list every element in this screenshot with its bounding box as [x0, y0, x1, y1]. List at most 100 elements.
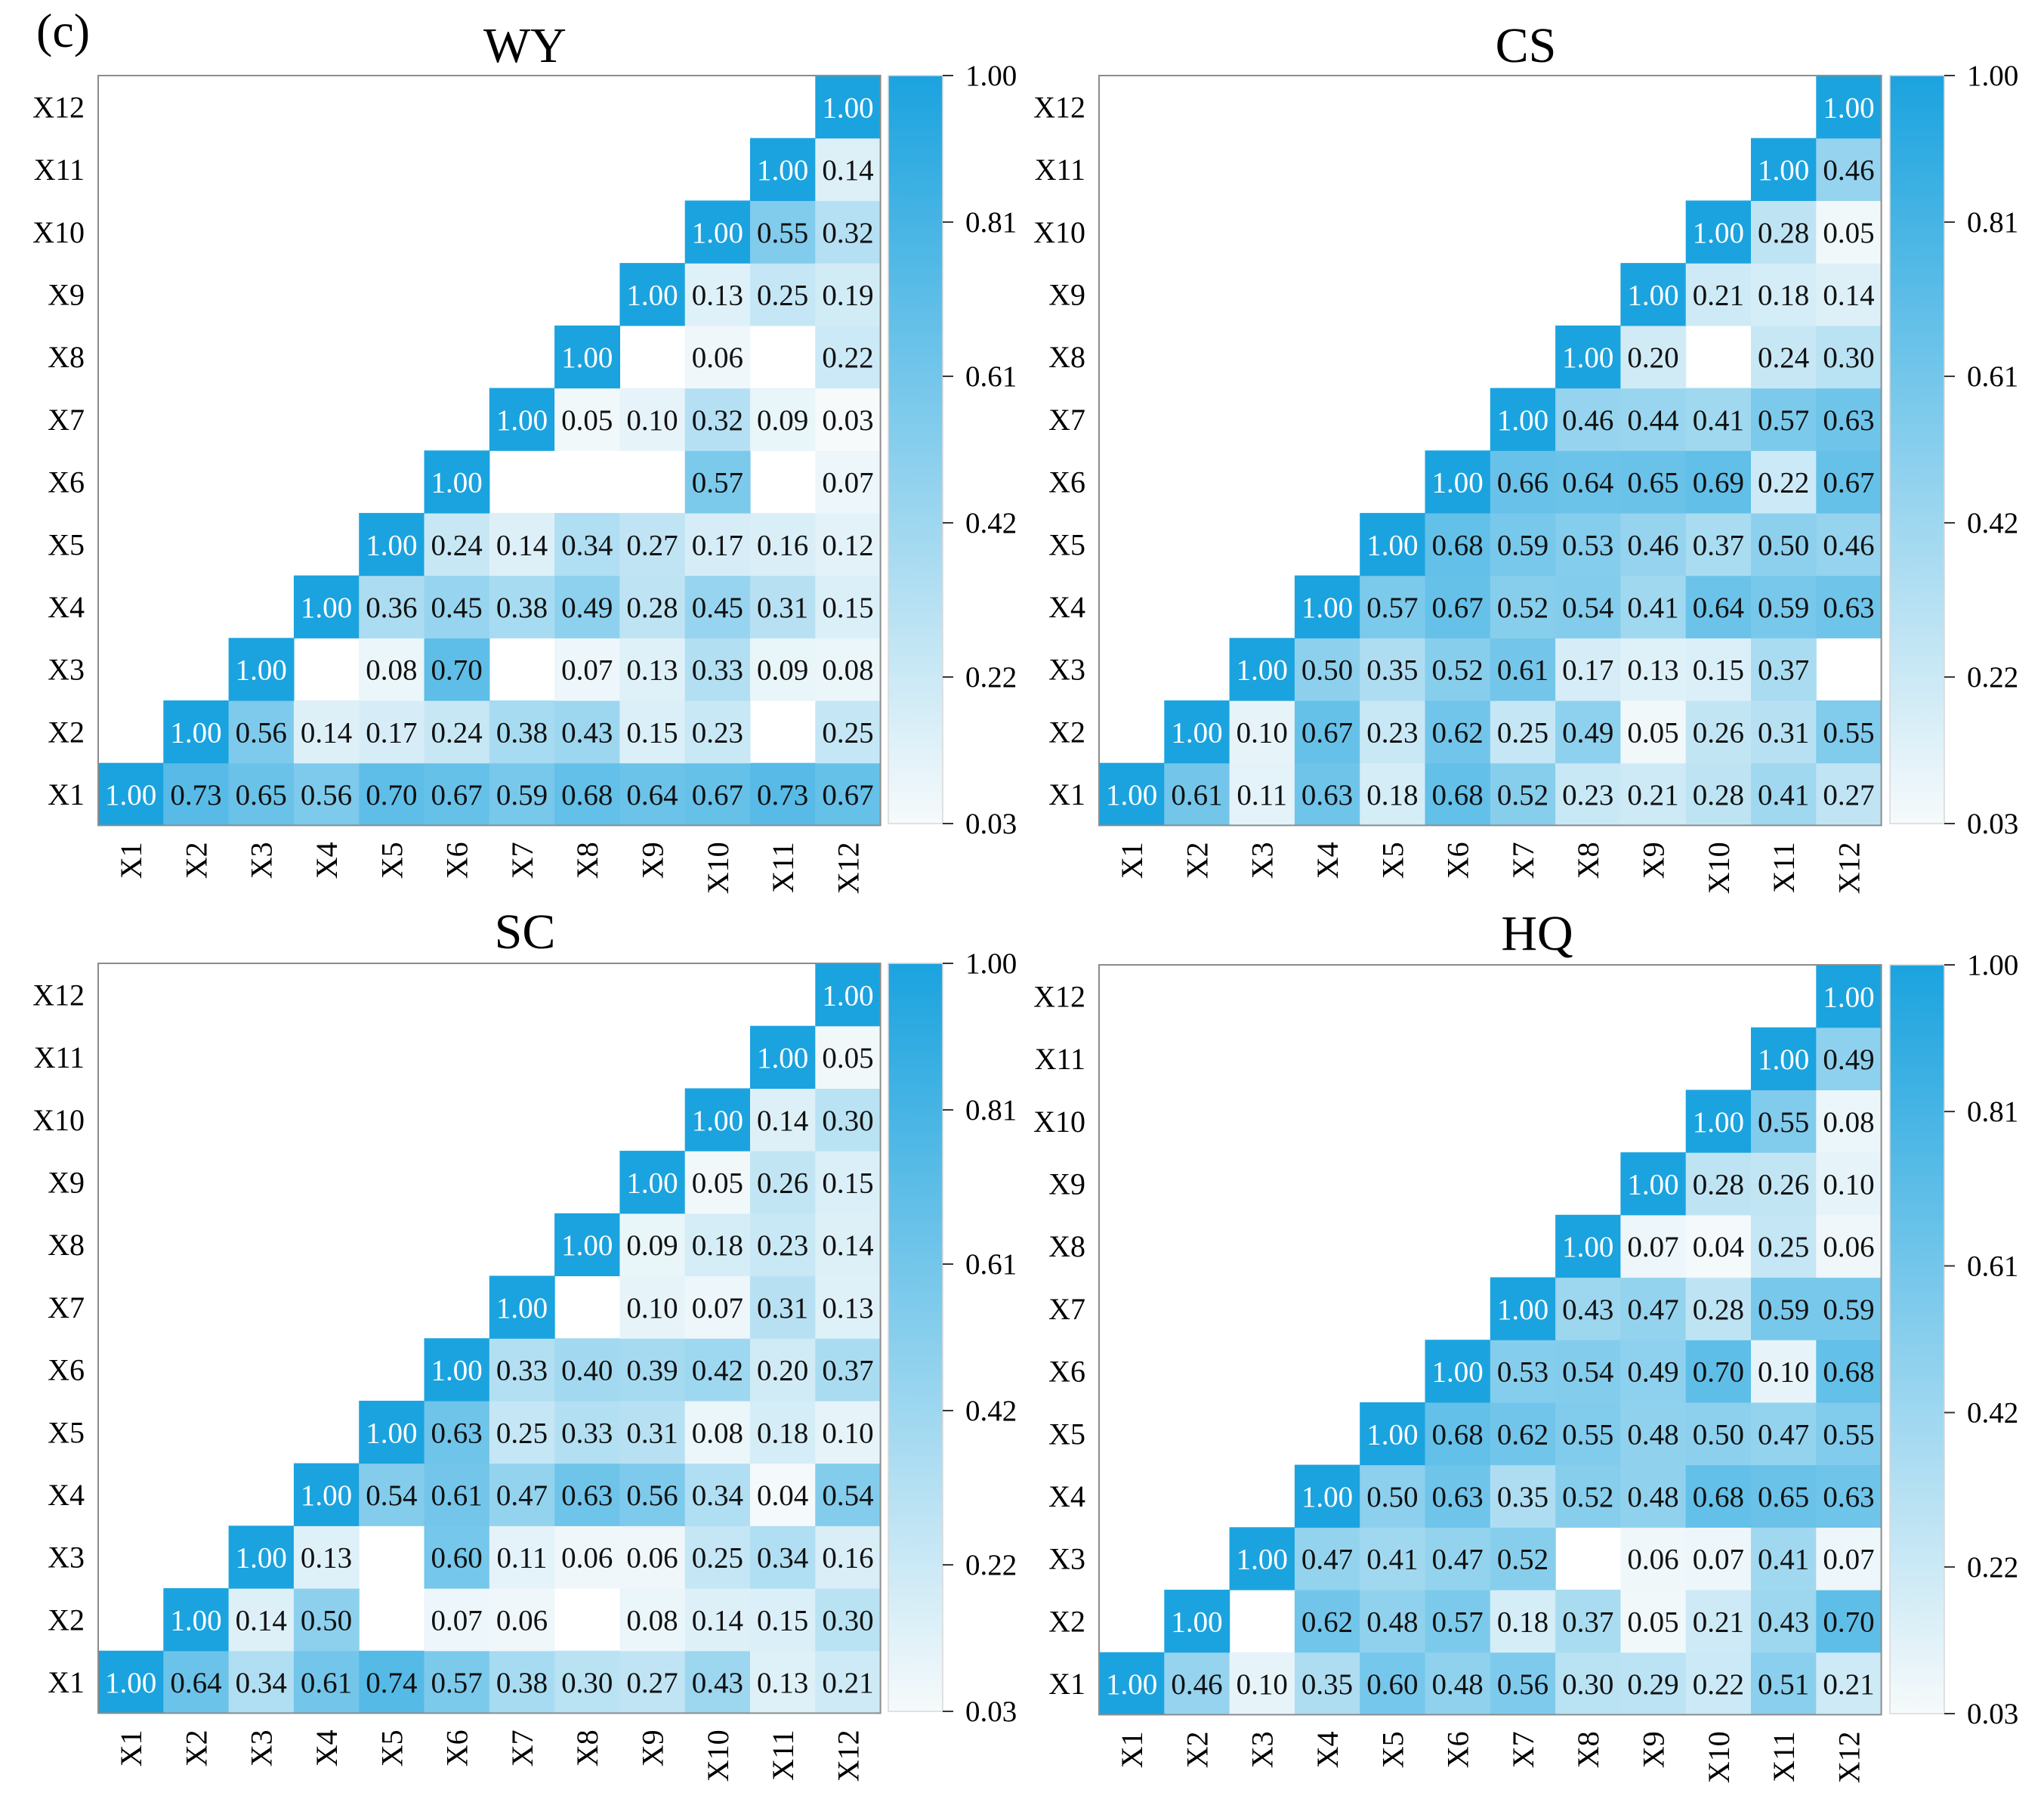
y-tick-label: X12: [32, 978, 85, 1012]
cell-value-label: 1.00: [1237, 1544, 1288, 1576]
x-tick-label: X2: [1180, 1731, 1214, 1768]
heatmap-cell: [619, 1275, 686, 1339]
y-tick-label: X5: [1048, 527, 1085, 561]
heatmap-cell: [1164, 762, 1230, 826]
cell-value-label: 0.23: [1366, 716, 1418, 749]
cell-value-label: 1.00: [692, 217, 743, 249]
cell-value-label: 0.67: [692, 779, 743, 811]
cell-value-label: 0.56: [626, 1479, 678, 1512]
heatmap-cell: [424, 1463, 490, 1526]
heatmap-cell: [1751, 1214, 1817, 1278]
heatmap-cell: [359, 762, 425, 826]
cell-value-label: 0.18: [1366, 779, 1418, 811]
heatmap-cell: [684, 762, 751, 826]
x-tick-label: X9: [636, 1729, 670, 1767]
y-tick-label: X4: [48, 590, 85, 624]
cell-value-label: 1.00: [1693, 217, 1744, 249]
heatmap-cell: [1751, 1027, 1817, 1090]
heatmap-cell: [1685, 200, 1752, 264]
heatmap-cell: [1751, 388, 1817, 451]
heatmap-cell: [554, 512, 620, 576]
heatmap-cell: [228, 762, 295, 826]
cell-value-label: 0.25: [1497, 716, 1548, 749]
cell-value-label: 0.14: [692, 1604, 743, 1637]
heatmap-cell: [815, 1650, 882, 1714]
cell-value-label: 0.33: [692, 654, 743, 687]
cell-value-label: 0.49: [1823, 1043, 1874, 1076]
heatmap-cell: [619, 1400, 686, 1464]
heatmap-cell: [815, 512, 882, 576]
colorbar: 1.00 0.81 0.61 0.42 0.22 0.03: [888, 60, 1017, 840]
heatmap-cell: [1229, 638, 1295, 701]
cell-value-label: 0.74: [366, 1667, 417, 1699]
cell-value-label: 0.61: [431, 1479, 483, 1512]
heatmap-cell: [98, 762, 164, 826]
heatmap-cell: [424, 450, 490, 514]
cell-value-label: 0.31: [757, 1292, 808, 1325]
heatmap-cell: [750, 1525, 816, 1589]
cell-value-label: 0.06: [692, 342, 743, 374]
cell-value-label: 0.06: [496, 1604, 548, 1637]
cell-value-label: 0.29: [1627, 1668, 1678, 1701]
heatmap-cell: [1816, 575, 1882, 638]
cell-value-label: 0.24: [431, 716, 483, 749]
heatmap-cell: [750, 388, 816, 451]
heatmap-cell: [1751, 138, 1817, 201]
y-tick-label: X1: [1048, 777, 1085, 811]
cell-value-label: 0.61: [301, 1667, 352, 1699]
x-tick-label: X12: [1832, 1731, 1866, 1783]
cell-value-label: 0.04: [1693, 1231, 1744, 1263]
cell-value-label: 0.35: [1497, 1481, 1548, 1513]
cell-value-label: 1.00: [1171, 716, 1222, 749]
cell-value-label: 1.00: [1562, 1231, 1613, 1263]
x-tick-label: X9: [636, 842, 670, 879]
y-tick-label: X3: [48, 653, 85, 687]
heatmap-cell: [619, 1338, 686, 1402]
y-tick-label: X3: [1048, 653, 1085, 687]
heatmap-cell: [1294, 762, 1360, 826]
heatmap-cell: [1360, 1527, 1426, 1590]
cell-value-label: 1.00: [431, 1355, 483, 1387]
cell-value-label: 0.05: [561, 404, 613, 437]
cell-value-label: 0.45: [431, 592, 483, 624]
heatmap-cell: [1751, 450, 1817, 514]
cell-value-label: 0.47: [1301, 1544, 1353, 1576]
y-tick-label: X8: [1048, 340, 1085, 374]
heatmap-cell: [1751, 1402, 1817, 1466]
cell-value-label: 0.35: [1366, 654, 1418, 687]
heatmap-cell: [1555, 1277, 1621, 1340]
heatmap-cell: [1164, 700, 1230, 764]
cell-value-label: 0.05: [1823, 217, 1874, 249]
cell-value-label: 0.04: [757, 1479, 808, 1512]
heatmap-cell: [293, 1463, 360, 1526]
heatmap-cell: [1685, 1277, 1752, 1340]
cell-value-label: 1.00: [301, 1479, 352, 1512]
heatmap-cell: [1294, 1652, 1360, 1715]
y-tick-label: X6: [48, 465, 85, 499]
cell-value-label: 1.00: [1497, 404, 1548, 437]
heatmap-cell: [1620, 1152, 1687, 1216]
cell-value-label: 0.38: [496, 1667, 548, 1699]
heatmap-cell: [293, 575, 360, 638]
colorbar-tick-label: 0.61: [965, 360, 1017, 393]
heatmap-cell: [750, 1213, 816, 1277]
heatmap-cell: [815, 1213, 882, 1277]
heatmap-cell: [1164, 1652, 1230, 1715]
heatmap-cell: [1294, 700, 1360, 764]
colorbar-gradient: [1889, 75, 1945, 824]
cell-value-label: 0.59: [1497, 529, 1548, 561]
cell-value-label: 0.08: [692, 1417, 743, 1449]
heatmap-cell: [1620, 1277, 1687, 1340]
cell-value-label: 0.07: [561, 654, 613, 687]
cell-value-label: 0.28: [1693, 779, 1744, 811]
heatmap-cell: [1555, 1590, 1621, 1653]
y-tick-label: X10: [32, 215, 85, 249]
cell-value-label: 0.55: [1823, 1418, 1874, 1451]
y-tick-label: X7: [1048, 1292, 1085, 1326]
heatmap-cell: [1425, 1590, 1491, 1653]
cell-value-label: 0.65: [1758, 1481, 1809, 1513]
cell-value-label: 0.65: [236, 779, 287, 811]
colorbar-tick-label: 0.03: [965, 1695, 1017, 1728]
heatmap-cell: [163, 1650, 230, 1714]
cell-value-label: 1.00: [561, 342, 613, 374]
